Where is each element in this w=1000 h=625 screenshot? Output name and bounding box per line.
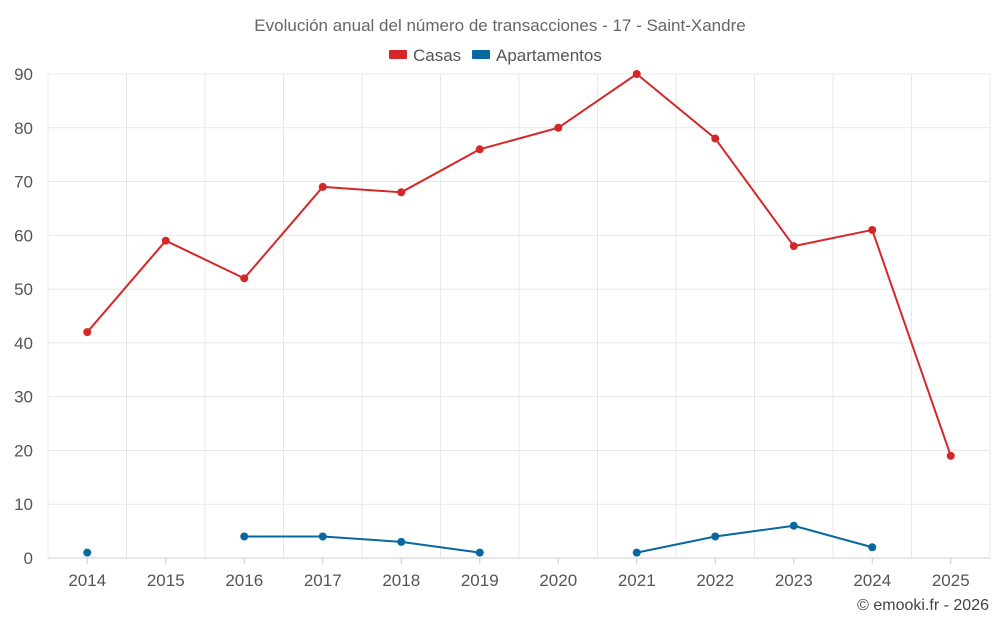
series-apartamentos bbox=[83, 521, 877, 557]
x-tick-label: 2022 bbox=[696, 571, 734, 590]
x-tick-label: 2016 bbox=[225, 571, 263, 590]
data-point[interactable] bbox=[240, 274, 249, 283]
chart-title: Evolución anual del número de transaccio… bbox=[254, 16, 745, 35]
series-line bbox=[636, 524, 873, 554]
legend[interactable]: Casas Apartamentos bbox=[389, 46, 602, 65]
data-point[interactable] bbox=[397, 537, 406, 546]
y-tick-label: 50 bbox=[14, 280, 33, 299]
legend-label: Casas bbox=[413, 46, 461, 65]
data-point[interactable] bbox=[475, 548, 484, 557]
y-tick-label: 30 bbox=[14, 388, 33, 407]
data-point[interactable] bbox=[868, 543, 877, 552]
data-point[interactable] bbox=[711, 134, 720, 143]
data-point[interactable] bbox=[475, 145, 484, 154]
x-tick-label: 2021 bbox=[618, 571, 656, 590]
y-axis: 0 10 20 30 40 50 60 70 80 90 bbox=[14, 65, 33, 568]
data-point[interactable] bbox=[240, 532, 249, 541]
y-tick-label: 80 bbox=[14, 119, 33, 138]
data-point[interactable] bbox=[946, 451, 955, 460]
legend-swatch bbox=[389, 50, 407, 59]
y-tick-label: 10 bbox=[14, 495, 33, 514]
series-group bbox=[83, 70, 955, 557]
x-tick-label: 2024 bbox=[853, 571, 891, 590]
x-tick-label: 2020 bbox=[539, 571, 577, 590]
data-point[interactable] bbox=[789, 521, 798, 530]
data-point[interactable] bbox=[161, 236, 170, 245]
legend-swatch bbox=[472, 50, 490, 59]
data-point[interactable] bbox=[318, 532, 327, 541]
y-tick-label: 40 bbox=[14, 334, 33, 353]
data-point[interactable] bbox=[318, 182, 327, 191]
data-point[interactable] bbox=[83, 548, 92, 557]
y-tick-label: 0 bbox=[24, 549, 33, 568]
data-point[interactable] bbox=[632, 70, 641, 78]
legend-label: Apartamentos bbox=[496, 46, 602, 65]
data-point[interactable] bbox=[711, 532, 720, 541]
data-point[interactable] bbox=[868, 225, 877, 234]
data-point[interactable] bbox=[789, 242, 798, 251]
grid bbox=[47, 73, 991, 558]
series-line bbox=[86, 73, 952, 457]
x-tick-label: 2017 bbox=[304, 571, 342, 590]
x-tick-label: 2025 bbox=[932, 571, 970, 590]
y-tick-label: 90 bbox=[14, 65, 33, 84]
data-point[interactable] bbox=[397, 188, 406, 197]
legend-item-casas[interactable]: Casas bbox=[389, 46, 461, 65]
data-point[interactable] bbox=[83, 328, 92, 337]
y-tick-label: 70 bbox=[14, 173, 33, 192]
data-point[interactable] bbox=[632, 548, 641, 557]
y-tick-label: 60 bbox=[14, 226, 33, 245]
series-casas bbox=[83, 70, 955, 460]
x-tick-label: 2018 bbox=[382, 571, 420, 590]
x-tick-label: 2023 bbox=[775, 571, 813, 590]
legend-item-apartamentos[interactable]: Apartamentos bbox=[472, 46, 602, 65]
x-tick-label: 2019 bbox=[461, 571, 499, 590]
credit-text: © emooki.fr - 2026 bbox=[857, 597, 989, 614]
x-tick-label: 2015 bbox=[147, 571, 185, 590]
x-axis: 2014 2015 2016 2017 2018 2019 2020 2021 2022 2023… bbox=[48, 557, 990, 590]
y-tick-label: 20 bbox=[14, 441, 33, 460]
series-line bbox=[244, 535, 480, 554]
x-tick-label: 2014 bbox=[68, 571, 106, 590]
data-point[interactable] bbox=[554, 123, 563, 132]
